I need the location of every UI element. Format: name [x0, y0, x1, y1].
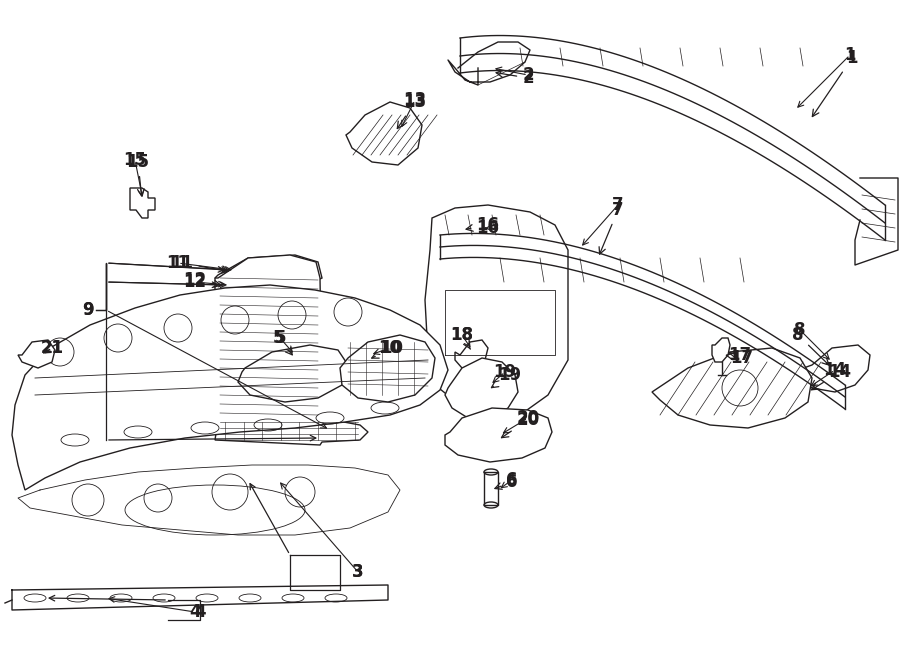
Text: 14: 14	[824, 361, 847, 379]
Text: 15: 15	[127, 153, 149, 196]
Text: 10: 10	[372, 339, 403, 358]
Polygon shape	[798, 345, 870, 392]
Text: 18: 18	[451, 326, 473, 344]
Text: 8: 8	[792, 326, 829, 365]
Text: 1: 1	[844, 46, 856, 64]
Text: 1: 1	[813, 49, 858, 116]
Polygon shape	[238, 345, 348, 402]
Polygon shape	[12, 285, 448, 490]
Text: 2: 2	[522, 66, 534, 84]
Text: 9: 9	[82, 301, 94, 319]
Polygon shape	[652, 348, 812, 428]
Text: 19: 19	[493, 363, 517, 381]
Text: 5: 5	[272, 329, 292, 355]
Text: 12: 12	[184, 271, 220, 289]
Text: 18: 18	[451, 326, 473, 349]
Text: 21: 21	[40, 339, 64, 357]
Polygon shape	[346, 102, 422, 165]
Text: 8: 8	[794, 321, 806, 339]
Text: 15: 15	[123, 151, 147, 169]
Text: 6: 6	[495, 473, 518, 491]
Text: 11: 11	[170, 254, 228, 274]
Text: 17: 17	[726, 349, 753, 367]
Text: 4: 4	[189, 603, 201, 621]
Text: 13: 13	[397, 93, 427, 128]
Text: 13: 13	[403, 91, 427, 109]
Text: 5: 5	[274, 329, 286, 347]
Text: 4: 4	[194, 603, 206, 621]
Text: 10: 10	[379, 339, 401, 357]
Polygon shape	[445, 358, 518, 418]
Text: 7: 7	[599, 201, 624, 254]
Polygon shape	[340, 335, 435, 402]
Text: 7: 7	[612, 196, 624, 214]
Text: 9: 9	[82, 301, 94, 319]
Polygon shape	[215, 418, 368, 445]
Polygon shape	[215, 255, 322, 292]
Text: 19: 19	[491, 366, 522, 387]
Text: 11: 11	[166, 254, 190, 272]
Polygon shape	[712, 338, 730, 362]
Polygon shape	[425, 205, 568, 415]
Polygon shape	[130, 188, 155, 218]
Text: 2: 2	[496, 69, 534, 87]
Text: 16: 16	[476, 219, 500, 237]
Text: 3: 3	[352, 563, 364, 581]
Polygon shape	[455, 340, 488, 368]
Text: 3: 3	[352, 563, 364, 581]
Text: 16: 16	[466, 216, 500, 234]
Text: 6: 6	[506, 471, 518, 489]
Text: 17: 17	[728, 346, 752, 364]
Text: 20: 20	[501, 411, 540, 438]
Polygon shape	[445, 408, 552, 462]
Text: 12: 12	[184, 273, 207, 291]
Text: 20: 20	[517, 409, 540, 427]
Polygon shape	[18, 340, 55, 368]
Text: 21: 21	[40, 339, 64, 357]
Polygon shape	[215, 255, 322, 420]
Text: 14: 14	[812, 363, 851, 390]
